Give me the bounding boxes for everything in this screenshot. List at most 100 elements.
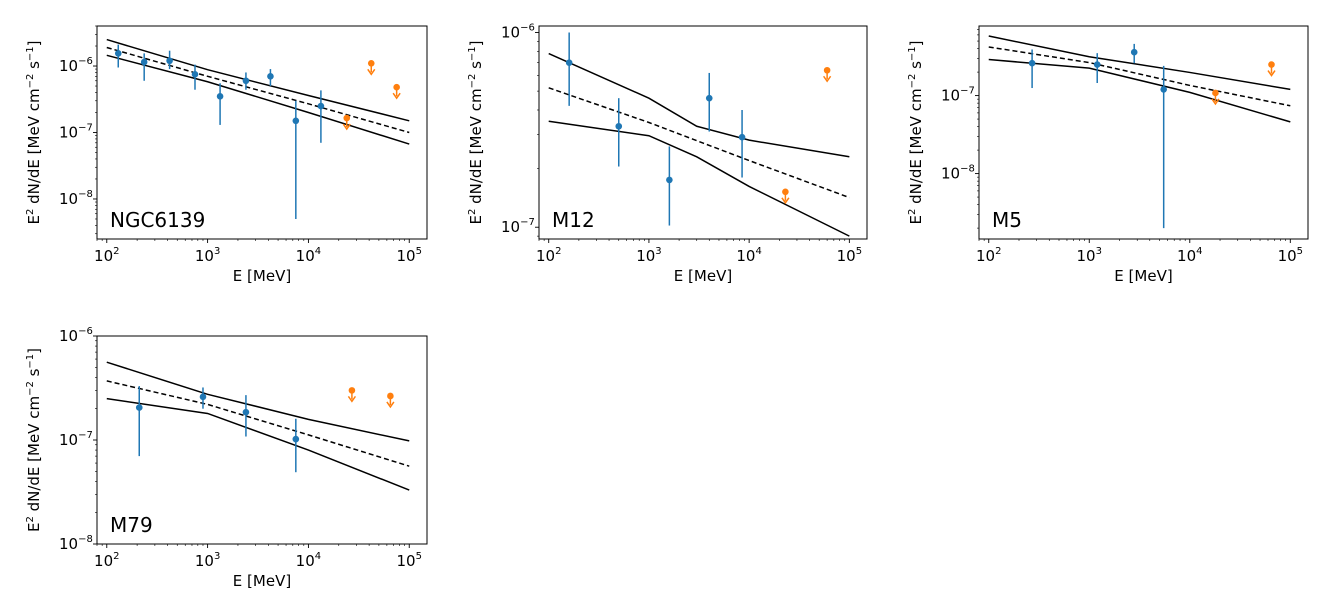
data-point	[292, 435, 300, 443]
y-tick-label: 10−8	[59, 189, 93, 208]
data-point	[216, 93, 224, 100]
axes-frame	[538, 25, 868, 240]
axes-frame	[978, 25, 1309, 240]
upper-limit-arrow	[347, 395, 357, 403]
x-tick-label: 103	[636, 246, 661, 265]
upper-limit-arrow	[823, 75, 832, 83]
x-tick-label: 105	[397, 246, 422, 265]
panel-m79: 102 103 104 105 10−8 10−7 10−6 E [MeV] E2 dN/dE …	[25, 326, 428, 590]
upper-limit-point	[367, 59, 375, 67]
plot-area	[988, 35, 1291, 229]
data-point	[114, 50, 122, 57]
panel-ngc6139: 102 103 104 105 10−8 10−7 10−6 E [MeV] E2 dN/dE …	[25, 25, 428, 285]
x-tick-label: 105	[837, 246, 862, 265]
y-axis-title: E2 dN/dE [MeV cm−2 s−1]	[25, 348, 43, 532]
upper-limit-arrow	[367, 68, 376, 76]
x-tick-label: 102	[536, 246, 561, 265]
data-point	[615, 122, 623, 130]
data-point	[199, 393, 207, 401]
x-tick-label: 103	[1077, 246, 1102, 265]
model-lower-line	[988, 58, 1291, 123]
y-tick-label: 10−8	[941, 164, 975, 183]
data-point	[1028, 59, 1036, 67]
data-point	[135, 404, 143, 411]
data-point	[242, 408, 250, 416]
x-axis-title: E [MeV]	[233, 267, 291, 285]
x-tick-label: 105	[1278, 246, 1303, 265]
data-point	[565, 59, 573, 66]
y-tick-label: 10−6	[501, 23, 535, 42]
model-upper-line	[988, 35, 1291, 91]
model-best-line	[106, 46, 410, 134]
x-axis-title: E [MeV]	[233, 572, 291, 590]
model-upper-line	[106, 38, 410, 122]
y-tick-label: 10−6	[59, 56, 93, 75]
panel-m12: 102 103 104 105 10−7 10−6 E [MeV] E2 dN/dE [MeV…	[467, 23, 868, 285]
model-lower-line	[106, 397, 410, 491]
upper-limit-arrow	[1267, 70, 1276, 77]
data-point	[705, 94, 713, 102]
data-point	[267, 73, 274, 80]
model-best-line	[548, 87, 850, 199]
x-tick-label: 103	[195, 246, 220, 265]
y-tick-label: 10−8	[59, 534, 93, 553]
y-axis-title: E2 dN/dE [MeV cm−2 s−1]	[25, 40, 43, 224]
upper-limit-arrow	[1211, 98, 1220, 106]
plot-area	[106, 38, 410, 219]
y-tick-label: 10−7	[501, 217, 535, 236]
x-axis-title: E [MeV]	[674, 267, 732, 285]
plot-area	[106, 361, 410, 491]
x-tick-label: 104	[296, 551, 321, 570]
model-upper-line	[106, 361, 410, 442]
upper-limit-point	[343, 114, 351, 122]
upper-limit-point	[1212, 89, 1219, 97]
panel-label: M12	[552, 208, 595, 232]
data-point	[140, 58, 148, 66]
panel-label: M5	[992, 208, 1022, 232]
data-point	[1093, 61, 1101, 68]
model-lower-line	[548, 120, 850, 237]
y-tick-label: 10−7	[59, 430, 93, 449]
data-point	[1160, 86, 1167, 93]
model-best-line	[106, 380, 410, 467]
data-point	[738, 133, 746, 141]
upper-limit-point	[823, 66, 831, 74]
x-tick-label: 102	[94, 551, 119, 570]
data-point	[666, 176, 673, 184]
data-point	[166, 57, 173, 65]
panel-label: M79	[110, 513, 153, 537]
y-tick-label: 10−7	[941, 86, 975, 105]
upper-limit-arrow	[781, 197, 790, 205]
upper-limit-arrow	[386, 401, 395, 409]
x-tick-label: 103	[195, 551, 220, 570]
data-point	[317, 102, 325, 110]
x-tick-label: 102	[94, 246, 119, 265]
upper-limit-arrow	[342, 123, 351, 131]
y-axis-title: E2 dN/dE [MeV cm−2 s−1]	[907, 40, 925, 224]
panel-label: NGC6139	[110, 208, 205, 232]
upper-limit-arrow	[392, 92, 401, 100]
model-best-line	[988, 46, 1291, 107]
upper-limit-point	[348, 387, 356, 394]
x-tick-label: 102	[976, 246, 1001, 265]
plot-area	[548, 32, 850, 237]
x-axis-title: E [MeV]	[1114, 267, 1172, 285]
model-lower-line	[106, 54, 410, 145]
data-point	[292, 117, 300, 125]
x-tick-label: 104	[1177, 246, 1202, 265]
x-tick-label: 104	[296, 246, 321, 265]
upper-limit-point	[1268, 61, 1275, 68]
upper-limit-point	[782, 188, 789, 196]
upper-limit-point	[393, 83, 400, 91]
x-tick-label: 105	[397, 551, 422, 570]
model-upper-line	[548, 52, 850, 158]
x-tick-label: 104	[736, 246, 761, 265]
y-tick-label: 10−7	[59, 123, 93, 142]
y-axis-title: E2 dN/dE [MeV cm−2 s−1]	[467, 40, 485, 224]
panel-m5: 102 103 104 105 10−8 10−7 E [MeV] E2 dN/dE [MeV…	[907, 25, 1309, 285]
upper-limit-point	[387, 392, 394, 400]
data-point	[242, 77, 250, 85]
data-point	[1130, 48, 1138, 56]
y-tick-label: 10−6	[59, 326, 93, 345]
